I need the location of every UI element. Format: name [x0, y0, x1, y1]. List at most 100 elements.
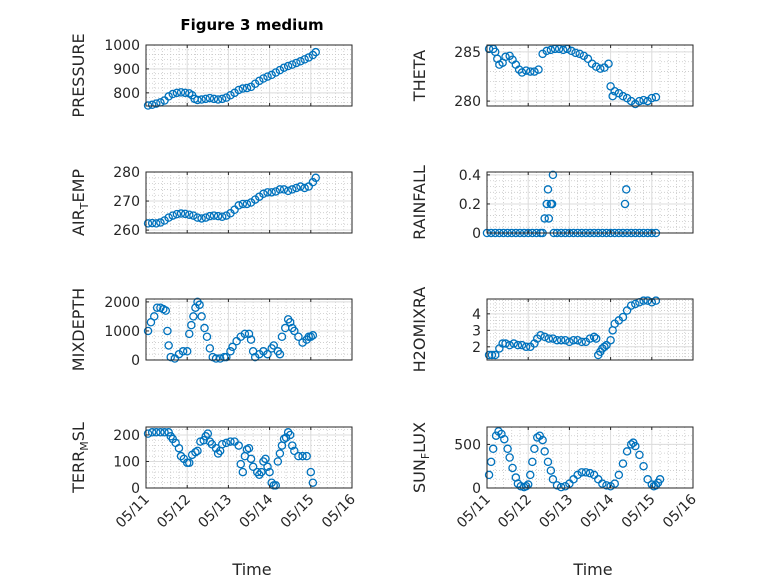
data-point [189, 211, 198, 220]
data-point [222, 211, 231, 220]
y-axis-label: TERRMSL [69, 422, 91, 494]
data-point [651, 92, 661, 102]
data-point [176, 88, 186, 97]
data-point [543, 185, 553, 194]
data-point [591, 62, 601, 71]
subplot-1: 800 900 1000 PRESSURE [69, 33, 353, 118]
data-point [242, 83, 252, 93]
data-point [526, 470, 535, 480]
data-point [143, 326, 153, 336]
data-point [244, 329, 254, 339]
data-point [209, 211, 219, 220]
data-point [285, 430, 295, 440]
data-point [152, 219, 161, 228]
data-point [536, 331, 545, 340]
data-point [583, 54, 593, 64]
data-point [552, 481, 562, 490]
data-point [530, 444, 539, 454]
data-point [201, 213, 210, 222]
data-point [294, 451, 303, 461]
data-point [622, 447, 632, 456]
data-point [655, 475, 665, 484]
data-point [174, 443, 184, 453]
data-point [521, 342, 531, 352]
data-point [185, 210, 194, 219]
y-axis-label: MIXDEPTH [69, 288, 88, 371]
data-point [540, 214, 549, 223]
data-point [244, 443, 254, 453]
data-point [168, 211, 178, 220]
data-point [238, 199, 248, 209]
data-point [610, 86, 619, 96]
data-point [156, 428, 165, 437]
y-tick-label: 2 [472, 340, 481, 356]
data-point [265, 467, 274, 477]
data-point [240, 329, 250, 339]
data-point [267, 70, 276, 80]
data-point [565, 337, 574, 347]
data-point [195, 300, 204, 310]
plot-area [487, 427, 693, 488]
subplot-5: 0 1000 2000 MIXDEPTH [69, 288, 353, 371]
data-point [246, 335, 256, 344]
data-point [573, 335, 582, 345]
data-point [308, 478, 318, 487]
data-point [279, 63, 289, 72]
data-point [164, 428, 173, 437]
data-point [217, 439, 227, 449]
data-point [200, 323, 209, 333]
data-point [290, 326, 299, 336]
data-point [288, 60, 297, 69]
data-point [211, 354, 221, 363]
data-point [493, 54, 502, 64]
y-axis-label: THETA [410, 50, 429, 102]
data-point [275, 349, 285, 359]
data-point [487, 350, 497, 360]
data-point [197, 312, 206, 321]
data-point [600, 342, 609, 352]
y-tick-label: 0 [472, 481, 481, 497]
data-point [228, 342, 237, 352]
data-point [152, 303, 162, 312]
data-point [261, 454, 270, 464]
data-point [300, 55, 309, 64]
subplot-2: 280 285 THETA [410, 44, 694, 110]
subplot-3: 260 270 280 AIRTEMP [69, 165, 353, 239]
data-point [147, 218, 157, 228]
subplot-4: 0 0.2 0.4 RAINFALL [410, 165, 694, 242]
data-point [542, 199, 551, 209]
data-point [631, 299, 640, 309]
data-point [544, 214, 554, 223]
data-point [288, 441, 297, 450]
data-point [500, 434, 509, 444]
data-point [275, 65, 285, 75]
data-point [575, 49, 584, 59]
data-point [614, 470, 624, 480]
data-point [180, 209, 190, 219]
data-point [517, 68, 527, 77]
x-tick-label: 05/13 [536, 492, 576, 532]
data-point [546, 466, 556, 475]
data-point [308, 177, 318, 187]
data-point [236, 459, 246, 469]
axes-box [486, 44, 694, 107]
data-point [591, 334, 601, 343]
data-point [509, 339, 519, 348]
data-point [651, 481, 661, 490]
data-point [581, 468, 591, 477]
data-point [639, 95, 648, 105]
data-point [484, 470, 494, 480]
data-point [191, 447, 200, 457]
data-point [202, 332, 212, 342]
data-point [285, 317, 295, 327]
data-point [277, 332, 287, 342]
data-point [275, 185, 285, 194]
data-point [269, 341, 278, 350]
data-point [222, 438, 231, 448]
data-point [271, 481, 281, 490]
data-point [189, 312, 198, 321]
data-point [622, 306, 632, 315]
x-tick-label: 05/16 [660, 491, 700, 531]
data-point [486, 457, 496, 467]
x-axis-label-left: Time [231, 560, 271, 579]
